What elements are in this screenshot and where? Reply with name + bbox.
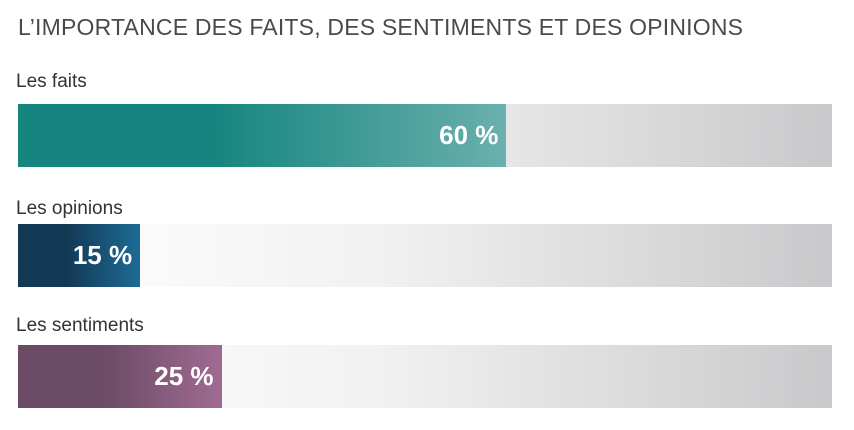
value-label-opinions: 15 % bbox=[72, 240, 133, 270]
bar-track-faits: 60 % bbox=[18, 104, 832, 167]
bar-fill-faits bbox=[18, 104, 507, 167]
value-label-faits: 60 % bbox=[439, 120, 499, 150]
bar-track-sentiments: 25 % bbox=[18, 345, 832, 408]
category-label-faits: Les faits bbox=[16, 71, 87, 92]
bar-track-opinions: 15 % bbox=[18, 224, 832, 287]
bar-fill-sentiments bbox=[18, 345, 222, 408]
category-label-sentiments: Les sentiments bbox=[16, 315, 144, 336]
value-label-sentiments: 25 % bbox=[154, 361, 214, 391]
bar-fill-opinions bbox=[18, 224, 141, 287]
category-label-opinions: Les opinions bbox=[16, 198, 123, 219]
chart-title: L’IMPORTANCE DES FAITS, DES SENTIMENTS E… bbox=[18, 14, 744, 40]
